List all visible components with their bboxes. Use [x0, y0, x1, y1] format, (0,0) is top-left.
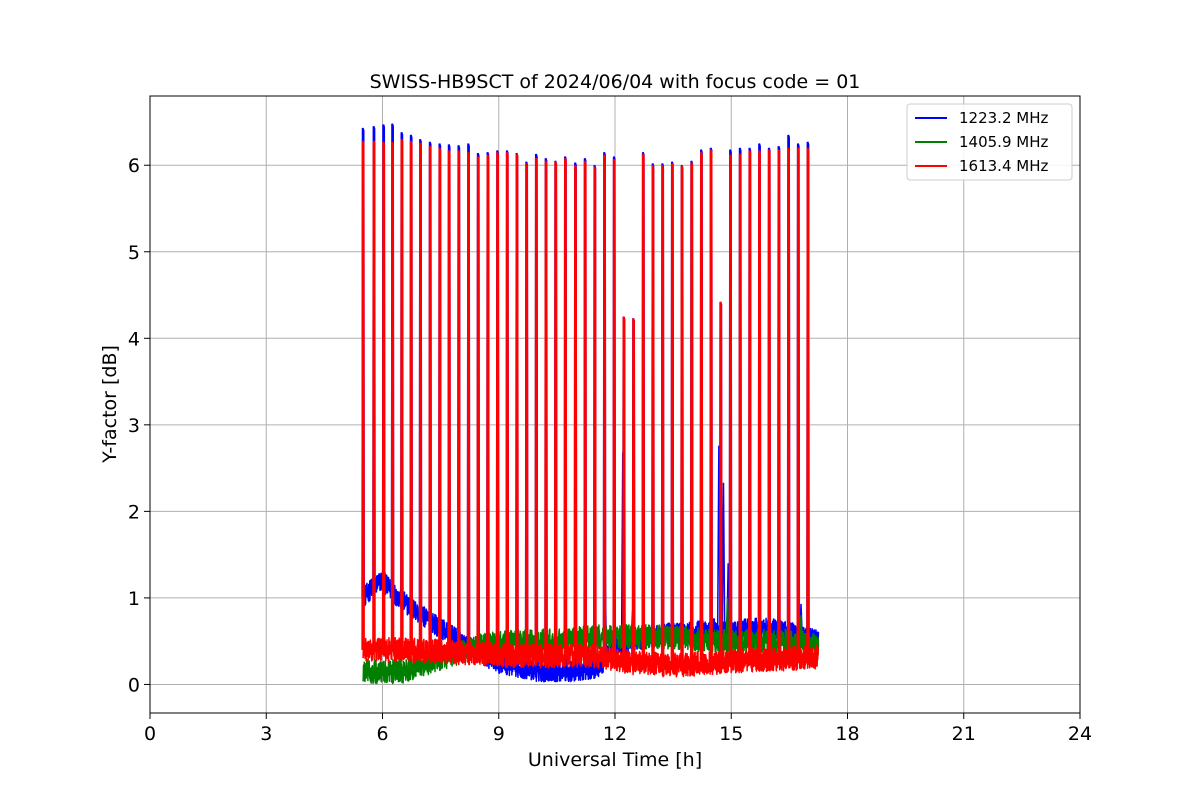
- series-spike: [670, 163, 675, 666]
- series-spike: [631, 318, 636, 663]
- series-spike: [573, 164, 578, 656]
- y-tick-label: 5: [128, 242, 140, 264]
- legend-label: 1613.4 MHz: [959, 157, 1048, 175]
- series-spike: [719, 301, 723, 663]
- series-spike: [372, 140, 376, 650]
- series-spike: [505, 151, 510, 656]
- series-spike: [409, 140, 413, 651]
- series-spike: [495, 151, 500, 655]
- y-tick-label: 4: [128, 328, 140, 350]
- series-spike: [400, 138, 404, 650]
- series-spike: [524, 163, 529, 656]
- series-spike: [438, 147, 442, 652]
- legend-box: [906, 103, 1073, 181]
- series-spike: [390, 141, 395, 650]
- x-tick-label: 15: [719, 723, 743, 745]
- series-spike: [651, 164, 655, 665]
- series-spike: [622, 316, 626, 661]
- chart-title: SWISS-HB9SCT of 2024/06/04 with focus co…: [370, 71, 861, 93]
- series-spike: [418, 142, 423, 651]
- series-spike: [699, 151, 704, 664]
- series-feature: [725, 597, 730, 642]
- series-spike: [757, 150, 762, 660]
- y-tick-label: 1: [128, 588, 140, 610]
- series-spike: [583, 160, 587, 656]
- series-spike: [361, 140, 365, 650]
- series-spike: [786, 147, 791, 659]
- series-feature: [799, 615, 803, 643]
- series-spike: [534, 158, 539, 656]
- x-tick-label: 24: [1068, 723, 1092, 745]
- series-spike: [612, 158, 616, 660]
- series-spike: [544, 160, 548, 656]
- x-tick-label: 6: [376, 723, 388, 745]
- legend-label: 1223.2 MHz: [959, 109, 1048, 127]
- series-spike: [515, 153, 519, 656]
- series-spike: [457, 150, 461, 653]
- series-line: [362, 623, 820, 685]
- series-spike: [689, 162, 694, 665]
- x-tick-label: 9: [493, 723, 505, 745]
- y-tick-label: 3: [128, 415, 140, 437]
- series-spike: [602, 154, 607, 658]
- series-spike: [777, 149, 781, 659]
- series-spike: [660, 164, 665, 665]
- series-spike: [553, 161, 558, 656]
- series-spike: [593, 166, 597, 656]
- series-spike: [486, 154, 490, 655]
- series-spike: [728, 154, 733, 662]
- x-tick-label: 21: [952, 723, 976, 745]
- y-tick-label: 6: [128, 155, 140, 177]
- series-spike: [738, 153, 742, 661]
- series-spike: [428, 145, 432, 652]
- series-spike: [680, 165, 684, 665]
- series-spike: [709, 149, 713, 663]
- series-spike: [748, 150, 752, 661]
- x-tick-label: 12: [603, 723, 627, 745]
- series-spike: [466, 151, 471, 654]
- x-axis-label: Universal Time [h]: [528, 749, 702, 771]
- series-spike: [806, 147, 810, 658]
- series-spike: [381, 141, 386, 650]
- series-spike: [447, 150, 451, 653]
- x-tick-label: 0: [144, 723, 156, 745]
- series-spike: [563, 158, 568, 656]
- x-tick-label: 18: [835, 723, 859, 745]
- series-spike: [476, 156, 480, 655]
- y-tick-label: 2: [128, 501, 140, 523]
- legend-label: 1405.9 MHz: [959, 133, 1048, 151]
- legend: 1223.2 MHz 1405.9 MHz 1613.4 MHz: [906, 103, 1073, 181]
- plot-area: [361, 123, 820, 685]
- x-tick-label: 3: [260, 723, 272, 745]
- series-spike: [796, 147, 801, 658]
- y-tick-label: 0: [128, 674, 140, 696]
- y-axis-label: Y-factor [dB]: [99, 345, 121, 464]
- series-spike: [641, 153, 646, 664]
- series-feature: [721, 482, 726, 631]
- series-spike: [767, 149, 771, 660]
